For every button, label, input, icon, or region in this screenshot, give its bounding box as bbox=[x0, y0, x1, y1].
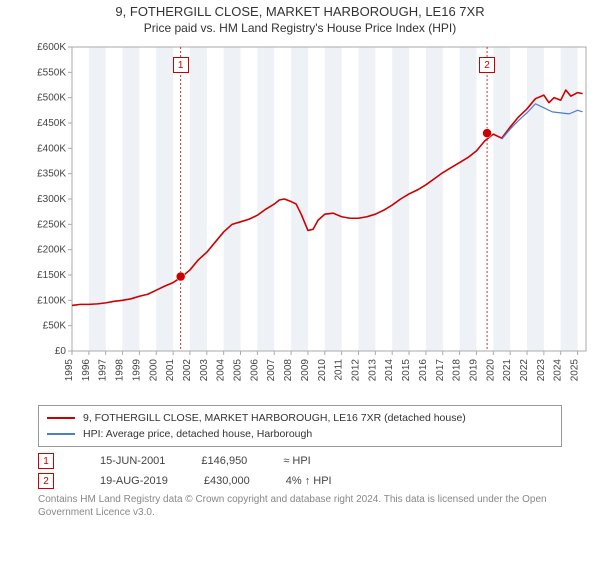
svg-text:£100K: £100K bbox=[37, 295, 66, 306]
svg-text:2024: 2024 bbox=[553, 359, 564, 382]
svg-text:2002: 2002 bbox=[182, 359, 193, 382]
svg-text:2007: 2007 bbox=[266, 359, 277, 382]
svg-text:2008: 2008 bbox=[283, 359, 294, 382]
svg-text:2018: 2018 bbox=[452, 359, 463, 382]
svg-text:2005: 2005 bbox=[233, 359, 244, 382]
transaction-delta: 4% ↑ HPI bbox=[286, 475, 332, 487]
transaction-delta: ≈ HPI bbox=[283, 455, 310, 467]
svg-text:2009: 2009 bbox=[300, 359, 311, 382]
legend-item: HPI: Average price, detached house, Harb… bbox=[47, 426, 553, 442]
svg-text:2022: 2022 bbox=[519, 359, 530, 382]
chart-marker-label: 2 bbox=[479, 57, 495, 73]
svg-text:2001: 2001 bbox=[165, 359, 176, 382]
svg-text:£550K: £550K bbox=[37, 67, 66, 78]
transaction-table: 1 15-JUN-2001 £146,950 ≈ HPI 2 19-AUG-20… bbox=[38, 453, 562, 489]
svg-text:1995: 1995 bbox=[64, 359, 75, 382]
transaction-price: £146,950 bbox=[201, 455, 247, 467]
transaction-marker-icon: 1 bbox=[38, 453, 54, 469]
svg-text:1997: 1997 bbox=[98, 359, 109, 382]
svg-text:2012: 2012 bbox=[350, 359, 361, 382]
line-chart: £0 £50K £100K £150K £200K £250K £300K £350K £400… bbox=[30, 41, 590, 401]
chart-marker-label: 1 bbox=[173, 57, 189, 73]
svg-text:1998: 1998 bbox=[115, 359, 126, 382]
svg-text:2019: 2019 bbox=[468, 359, 479, 382]
svg-text:£500K: £500K bbox=[37, 93, 66, 104]
svg-text:£250K: £250K bbox=[37, 219, 66, 230]
chart-title: 9, FOTHERGILL CLOSE, MARKET HARBOROUGH, … bbox=[0, 4, 600, 19]
svg-text:£400K: £400K bbox=[37, 143, 66, 154]
svg-text:2010: 2010 bbox=[317, 359, 328, 382]
svg-text:2011: 2011 bbox=[334, 359, 345, 381]
legend-label: HPI: Average price, detached house, Harb… bbox=[83, 426, 312, 442]
svg-text:£450K: £450K bbox=[37, 118, 66, 129]
transaction-date: 19-AUG-2019 bbox=[100, 475, 168, 487]
legend-swatch bbox=[47, 417, 75, 419]
svg-text:2004: 2004 bbox=[216, 359, 227, 382]
svg-text:1996: 1996 bbox=[81, 359, 92, 382]
svg-text:£0: £0 bbox=[55, 346, 67, 357]
svg-text:2017: 2017 bbox=[435, 359, 446, 382]
svg-text:£50K: £50K bbox=[43, 321, 67, 332]
svg-text:2000: 2000 bbox=[148, 359, 159, 382]
chart-area: £0 £50K £100K £150K £200K £250K £300K £350K £400… bbox=[30, 41, 590, 401]
svg-text:£300K: £300K bbox=[37, 194, 66, 205]
transaction-marker-icon: 2 bbox=[38, 473, 54, 489]
chart-subtitle: Price paid vs. HM Land Registry's House … bbox=[0, 21, 600, 35]
svg-text:£150K: £150K bbox=[37, 270, 66, 281]
svg-text:£200K: £200K bbox=[37, 245, 66, 256]
svg-text:2006: 2006 bbox=[249, 359, 260, 382]
svg-text:2021: 2021 bbox=[502, 359, 513, 382]
transaction-date: 15-JUN-2001 bbox=[100, 455, 165, 467]
svg-text:2014: 2014 bbox=[384, 359, 395, 382]
svg-text:2020: 2020 bbox=[485, 359, 496, 382]
attribution-text: Contains HM Land Registry data © Crown c… bbox=[38, 493, 562, 519]
svg-text:2023: 2023 bbox=[536, 359, 547, 382]
svg-text:2003: 2003 bbox=[199, 359, 210, 382]
svg-text:2016: 2016 bbox=[418, 359, 429, 382]
legend-swatch bbox=[47, 433, 75, 435]
svg-text:2025: 2025 bbox=[570, 359, 581, 382]
svg-text:2015: 2015 bbox=[401, 359, 412, 382]
svg-text:1999: 1999 bbox=[131, 359, 142, 382]
legend: 9, FOTHERGILL CLOSE, MARKET HARBOROUGH, … bbox=[38, 405, 562, 447]
legend-label: 9, FOTHERGILL CLOSE, MARKET HARBOROUGH, … bbox=[83, 410, 466, 426]
table-row: 1 15-JUN-2001 £146,950 ≈ HPI bbox=[38, 453, 562, 469]
legend-item: 9, FOTHERGILL CLOSE, MARKET HARBOROUGH, … bbox=[47, 410, 553, 426]
transaction-price: £430,000 bbox=[204, 475, 250, 487]
svg-text:£350K: £350K bbox=[37, 169, 66, 180]
svg-text:£600K: £600K bbox=[37, 42, 66, 53]
table-row: 2 19-AUG-2019 £430,000 4% ↑ HPI bbox=[38, 473, 562, 489]
svg-text:2013: 2013 bbox=[367, 359, 378, 382]
